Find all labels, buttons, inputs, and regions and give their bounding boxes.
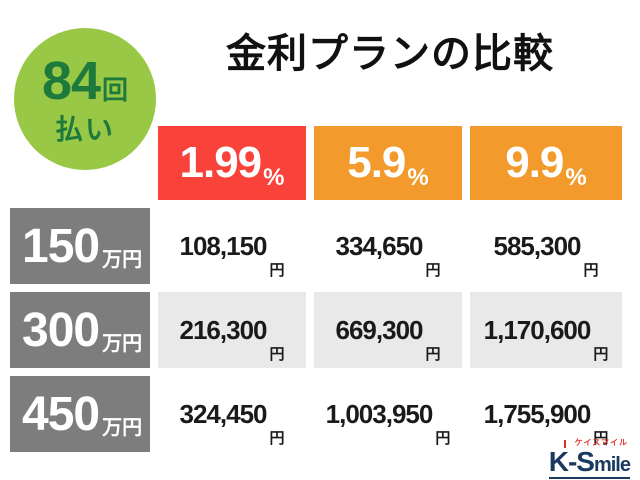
- payment-amount: 334,650: [335, 230, 424, 261]
- logo-underline: [548, 477, 630, 479]
- value-cell-450-99: 1,755,900 円: [470, 376, 622, 452]
- value-cell-300-199: 216,300 円: [158, 292, 306, 368]
- yen-suffix: 円: [593, 430, 609, 447]
- rate-header-3: 9.9 %: [470, 126, 622, 200]
- rate-percent-sign: %: [565, 164, 587, 191]
- payment-amount: 1,003,950: [325, 398, 434, 429]
- page-title: 金利プランの比較: [226, 32, 554, 76]
- value-cell-150-199: 108,150 円: [158, 208, 306, 284]
- yen-suffix: 円: [269, 346, 285, 363]
- row-header-150: 150 万円: [10, 208, 150, 284]
- payment-amount: 216,300: [179, 314, 268, 345]
- payment-amount: 108,150: [179, 230, 268, 261]
- yen-suffix: 円: [583, 262, 599, 279]
- value-cell-300-99: 1,170,600 円: [470, 292, 622, 368]
- rate-value: 1.99: [179, 138, 263, 187]
- payment-amount: 324,450: [179, 398, 268, 429]
- comparison-table: 1.99 % 5.9 % 9.9 % 150 万円 108,150 円 334,…: [10, 126, 622, 452]
- installments-label: 払い: [54, 114, 115, 145]
- row-amount-unit: 万円: [102, 249, 143, 271]
- yen-suffix: 円: [425, 346, 441, 363]
- logo-text-sub: mile: [593, 454, 631, 476]
- payment-amount: 1,755,900: [483, 398, 592, 429]
- installments-count: 84: [41, 51, 101, 111]
- rate-header-2: 5.9 %: [314, 126, 462, 200]
- row-amount: 300: [22, 303, 100, 357]
- rate-header-1: 1.99 %: [158, 126, 306, 200]
- row-amount: 150: [22, 219, 100, 273]
- logo-text-main: K-S: [548, 446, 595, 477]
- logo-katakana: ケイスマイル: [574, 438, 628, 447]
- value-cell-450-59: 1,003,950 円: [314, 376, 462, 452]
- row-header-300: 300 万円: [10, 292, 150, 368]
- row-amount-unit: 万円: [102, 417, 143, 439]
- row-header-450: 450 万円: [10, 376, 150, 452]
- value-cell-150-99: 585,300 円: [470, 208, 622, 284]
- value-cell-150-59: 334,650 円: [314, 208, 462, 284]
- rate-value: 5.9: [347, 138, 406, 187]
- yen-suffix: 円: [269, 430, 285, 447]
- payment-amount: 1,170,600: [483, 314, 592, 345]
- installments-count-suffix: 回: [102, 75, 129, 105]
- rate-percent-sign: %: [407, 164, 429, 191]
- rate-value: 9.9: [505, 138, 564, 187]
- value-cell-300-59: 669,300 円: [314, 292, 462, 368]
- yen-suffix: 円: [269, 262, 285, 279]
- installments-badge: 84 回 払い: [14, 28, 156, 170]
- row-amount: 450: [22, 387, 100, 441]
- installments-count-row: 84 回: [42, 54, 128, 108]
- yen-suffix: 円: [435, 430, 451, 447]
- ks-smile-logo: ケイスマイル K-S mile: [548, 439, 631, 479]
- table-corner-cell: [10, 126, 150, 200]
- payment-amount: 585,300: [493, 230, 582, 261]
- value-cell-450-199: 324,450 円: [158, 376, 306, 452]
- logo-red-tick: [564, 440, 566, 448]
- yen-suffix: 円: [593, 346, 609, 363]
- row-amount-unit: 万円: [102, 333, 143, 355]
- rate-percent-sign: %: [263, 164, 285, 191]
- yen-suffix: 円: [425, 262, 441, 279]
- payment-amount: 669,300: [335, 314, 424, 345]
